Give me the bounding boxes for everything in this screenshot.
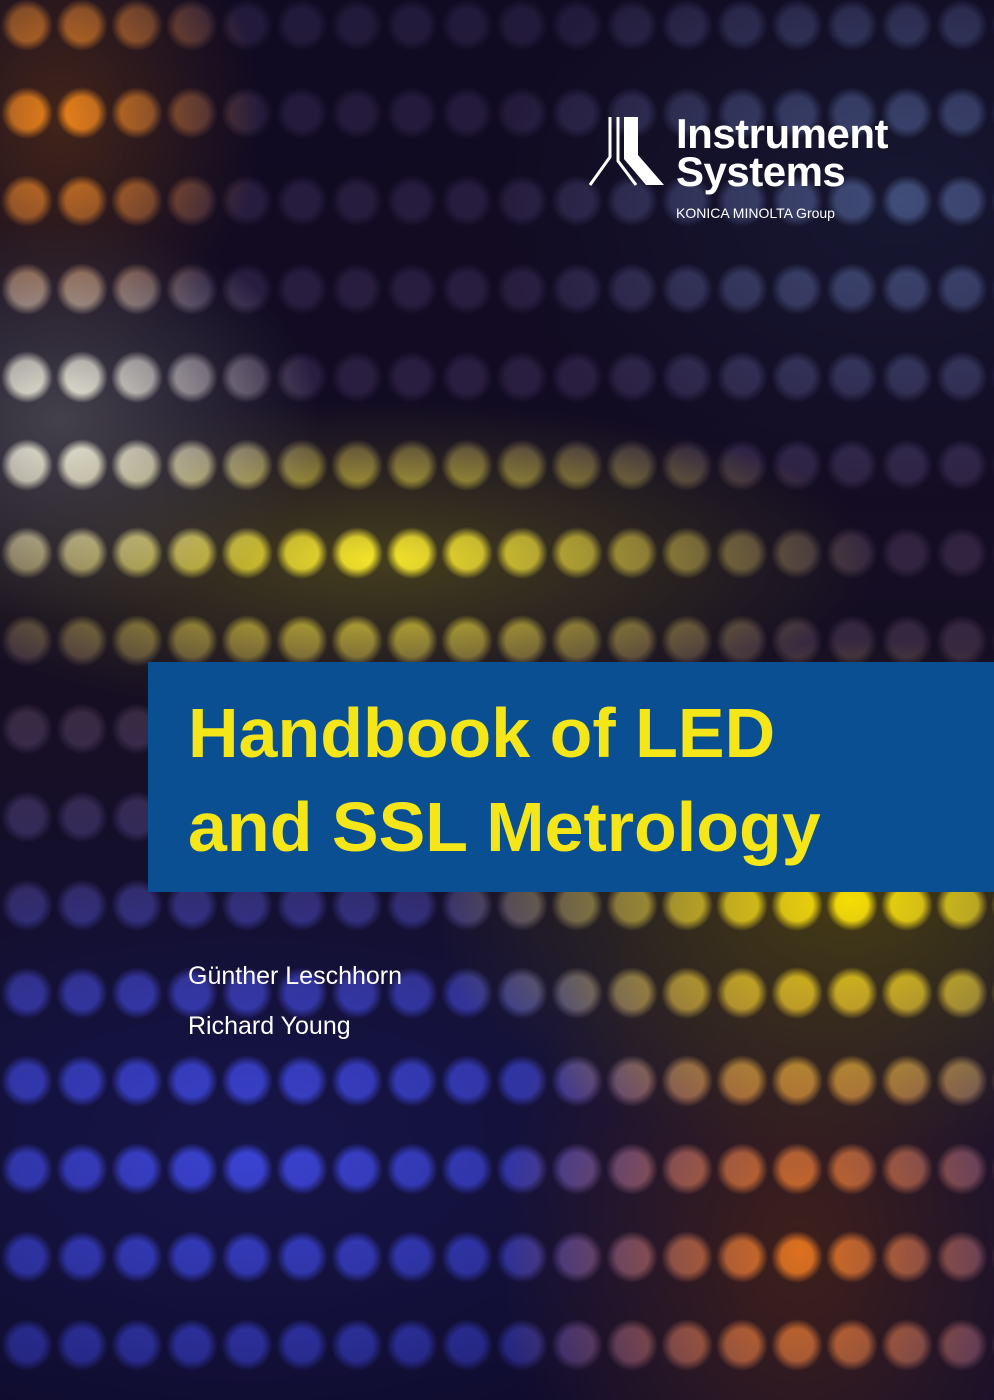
logo-group-text: KONICA MINOLTA Group xyxy=(676,205,835,221)
instrument-systems-logo: Instrument Systems KONICA MINOLTA Group xyxy=(588,110,938,225)
author-2: Richard Young xyxy=(188,1012,351,1040)
logo-line1: Instrument xyxy=(676,110,889,157)
logo-mark-icon xyxy=(588,117,664,186)
title-line2: and SSL Metrology xyxy=(188,788,821,866)
logo-line2: Systems xyxy=(676,148,846,195)
title-line1: Handbook of LED xyxy=(188,694,776,772)
title-band: Handbook of LED and SSL Metrology xyxy=(148,662,994,892)
author-1: Günther Leschhorn xyxy=(188,962,403,990)
